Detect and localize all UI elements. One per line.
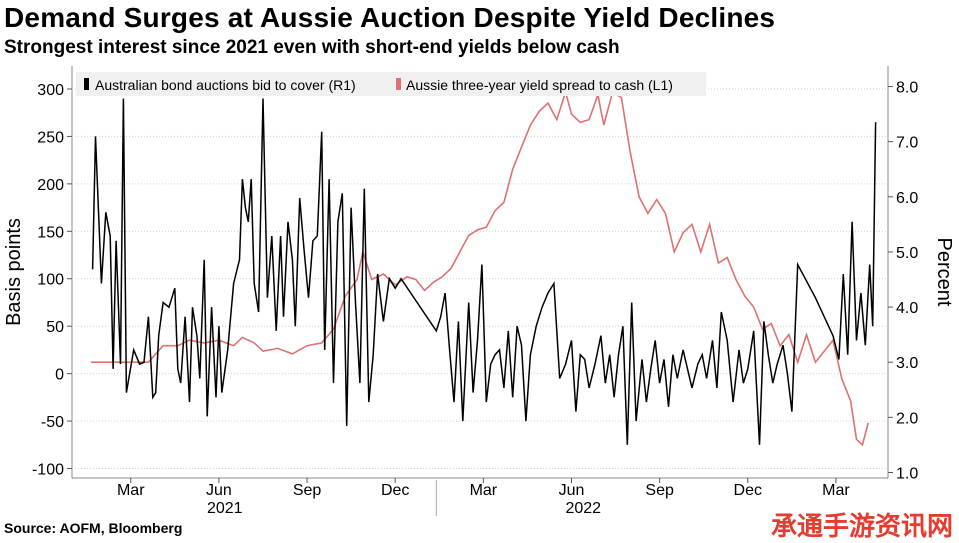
left-tick-label: 300 [37,82,64,99]
right-tick-label: 4.0 [896,300,918,317]
legend-swatch-red [396,78,401,90]
x-tick-label: Sep [645,482,674,499]
x-tick-label: Sep [293,482,322,499]
x-tick-label: Mar [117,482,145,499]
right-axis-label: Percent [933,238,955,307]
chart-subtitle: Strongest interest since 2021 even with … [4,37,620,58]
source-note: Source: AOFM, Bloomberg [4,520,183,536]
chart-title: Demand Surges at Aussie Auction Despite … [4,2,776,33]
x-tick-label: Dec [734,482,762,499]
year-label: 2022 [565,500,601,517]
gridlines [71,66,889,479]
legend-swatch-black [84,78,89,90]
left-tick-label: 100 [37,272,64,289]
right-tick-label: 6.0 [896,190,918,207]
legend-label-yield-spread: Aussie three-year yield spread to cash (… [406,77,673,93]
left-axis-label: Basis points [3,218,25,326]
right-tick-label: 1.0 [896,465,918,482]
x-tick-label: Dec [381,482,409,499]
x-axis-ticks: Mar Jun Sep Dec Mar Jun Sep Dec Mar 2021 2022 [117,478,850,517]
right-tick-label: 2.0 [896,410,918,427]
left-tick-label: 200 [37,177,64,194]
left-tick-label: -100 [32,462,64,479]
right-tick-label: 7.0 [896,135,918,152]
left-tick-label: 0 [55,367,64,384]
series-layer [91,89,877,447]
right-tick-label: 3.0 [896,355,918,372]
x-tick-label: Jun [559,482,585,499]
left-tick-label: 250 [37,129,64,146]
year-label: 2021 [207,500,243,517]
legend-background [76,72,706,96]
right-axis-ticks: 8.0 7.0 6.0 5.0 4.0 3.0 2.0 1.0 [888,80,918,482]
legend: Australian bond auctions bid to cover (R… [76,72,706,96]
legend-label-bid-to-cover: Australian bond auctions bid to cover (R… [95,77,356,93]
x-tick-label: Mar [470,482,498,499]
left-tick-label: -50 [41,414,64,431]
right-tick-label: 5.0 [896,245,918,262]
left-tick-label: 50 [46,319,64,336]
left-tick-label: 150 [37,224,64,241]
x-tick-label: Mar [822,482,850,499]
right-tick-label: 8.0 [896,80,918,97]
left-axis-ticks: 300 250 200 150 100 50 0 -50 -100 [32,82,72,479]
watermark-text: 承通手游资讯网 [770,512,953,542]
series-bid-to-cover [91,98,877,445]
x-tick-label: Jun [206,482,232,499]
